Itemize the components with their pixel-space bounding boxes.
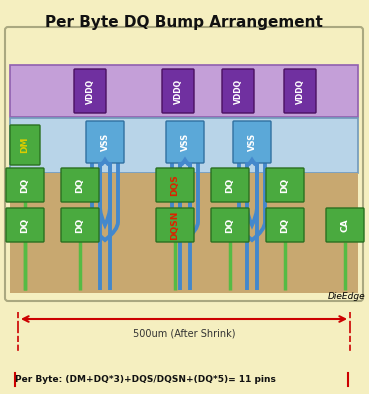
FancyBboxPatch shape	[266, 168, 304, 202]
FancyBboxPatch shape	[211, 168, 249, 202]
Text: DM: DM	[21, 137, 30, 153]
FancyBboxPatch shape	[166, 121, 204, 163]
FancyBboxPatch shape	[6, 168, 44, 202]
FancyBboxPatch shape	[284, 69, 316, 113]
FancyBboxPatch shape	[162, 69, 194, 113]
Text: VSS: VSS	[248, 133, 256, 151]
Bar	[10, 118, 358, 173]
FancyBboxPatch shape	[61, 168, 99, 202]
Text: Per Byte: (DM+DQ*3)+DQS/DQSN+(DQ*5)= 11 pins: Per Byte: (DM+DQ*3)+DQS/DQSN+(DQ*5)= 11 …	[15, 375, 276, 385]
Bar	[10, 65, 358, 117]
Text: DQ: DQ	[280, 217, 290, 232]
FancyBboxPatch shape	[61, 208, 99, 242]
Text: DQ: DQ	[76, 217, 85, 232]
FancyBboxPatch shape	[5, 27, 363, 301]
Text: VDDQ: VDDQ	[173, 78, 183, 104]
Text: DQS: DQS	[170, 174, 179, 196]
FancyBboxPatch shape	[326, 208, 364, 242]
FancyBboxPatch shape	[86, 121, 124, 163]
Text: VDDQ: VDDQ	[296, 78, 304, 104]
FancyBboxPatch shape	[10, 125, 40, 165]
Text: DQ: DQ	[21, 177, 30, 193]
Text: DieEdge: DieEdge	[327, 292, 365, 301]
Text: DQ: DQ	[21, 217, 30, 232]
Bar	[10, 173, 358, 293]
FancyBboxPatch shape	[6, 208, 44, 242]
FancyBboxPatch shape	[156, 208, 194, 242]
Text: DQ: DQ	[76, 177, 85, 193]
Text: VSS: VSS	[100, 133, 110, 151]
FancyBboxPatch shape	[222, 69, 254, 113]
FancyBboxPatch shape	[211, 208, 249, 242]
Text: DQ: DQ	[280, 177, 290, 193]
Text: DQ: DQ	[225, 217, 235, 232]
FancyBboxPatch shape	[74, 69, 106, 113]
FancyBboxPatch shape	[233, 121, 271, 163]
FancyBboxPatch shape	[156, 168, 194, 202]
Text: VDDQ: VDDQ	[86, 78, 94, 104]
Text: VSS: VSS	[180, 133, 190, 151]
Text: VDDQ: VDDQ	[234, 78, 242, 104]
Text: DQ: DQ	[225, 177, 235, 193]
Text: DQSN: DQSN	[170, 210, 179, 240]
Text: 500um (After Shrink): 500um (After Shrink)	[133, 329, 235, 339]
FancyBboxPatch shape	[266, 208, 304, 242]
Text: CA: CA	[341, 218, 349, 232]
Text: Per Byte DQ Bump Arrangement: Per Byte DQ Bump Arrangement	[45, 15, 323, 30]
